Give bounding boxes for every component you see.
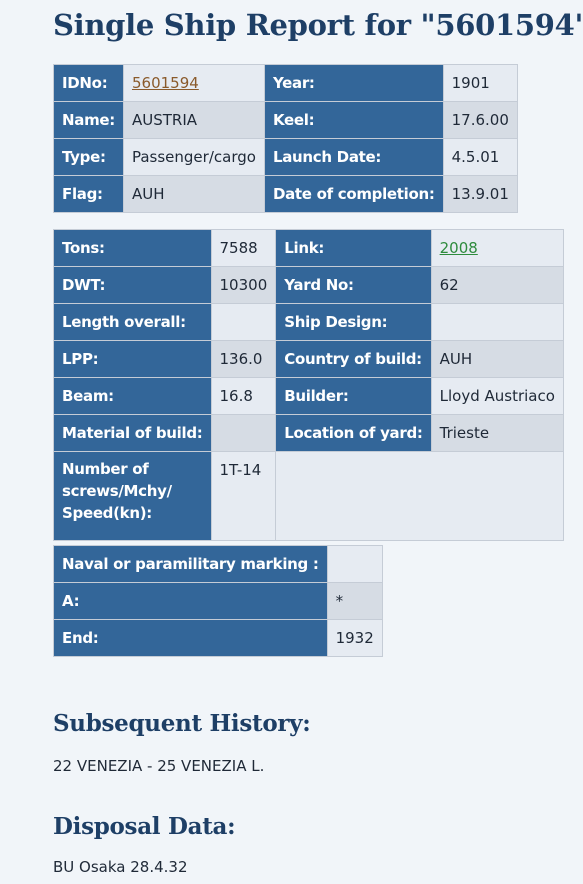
completion-date-value: 13.9.01 <box>442 175 518 213</box>
ship-design-value <box>430 303 564 341</box>
table-row: Length overall: Ship Design: <box>53 303 564 341</box>
country-of-build-value: AUH <box>430 340 564 378</box>
table-row: Tons: 7588 Link: 2008 <box>53 229 564 267</box>
year-label: Year: <box>263 64 444 102</box>
ship-dimensions-table: Tons: 7588 Link: 2008 DWT: 10300 Yard No… <box>53 229 564 541</box>
location-of-yard-label: Location of yard: <box>275 414 432 452</box>
location-of-yard-value: Trieste <box>430 414 564 452</box>
table-row: Beam: 16.8 Builder: Lloyd Austriaco <box>53 377 564 415</box>
table-row: Material of build: Location of yard: Tri… <box>53 414 564 452</box>
length-overall-value <box>210 303 277 341</box>
ship-design-label: Ship Design: <box>275 303 432 341</box>
material-value <box>210 414 277 452</box>
naval-marking-label: Naval or paramilitary marking : <box>53 545 328 583</box>
table-row: Type: Passenger/cargo Launch Date: 4.5.0… <box>53 138 518 176</box>
empty-cell <box>275 451 564 541</box>
table-row: Naval or paramilitary marking : <box>53 545 383 583</box>
tons-value: 7588 <box>210 229 277 267</box>
a-label: A: <box>53 582 328 620</box>
yard-no-label: Yard No: <box>275 266 432 304</box>
screws-value: 1T-14 <box>210 451 277 541</box>
link-2008[interactable]: 2008 <box>439 239 478 257</box>
dwt-label: DWT: <box>53 266 212 304</box>
type-label: Type: <box>53 138 124 176</box>
name-value: AUSTRIA <box>122 101 265 139</box>
flag-value: AUH <box>122 175 265 213</box>
table-row: IDNo: 5601594 Year: 1901 <box>53 64 518 102</box>
link-label: Link: <box>275 229 432 267</box>
naval-marking-value <box>326 545 383 583</box>
a-value: * <box>326 582 383 620</box>
table-row: Name: AUSTRIA Keel: 17.6.00 <box>53 101 518 139</box>
screws-label: Number of screws/Mchy/ Speed(kn): <box>53 451 212 541</box>
dwt-value: 10300 <box>210 266 277 304</box>
material-label: Material of build: <box>53 414 212 452</box>
length-overall-label: Length overall: <box>53 303 212 341</box>
table-row: Flag: AUH Date of completion: 13.9.01 <box>53 175 518 213</box>
yard-no-value: 62 <box>430 266 564 304</box>
beam-value: 16.8 <box>210 377 277 415</box>
launch-date-label: Launch Date: <box>263 138 444 176</box>
beam-label: Beam: <box>53 377 212 415</box>
table-row: LPP: 136.0 Country of build: AUH <box>53 340 564 378</box>
idno-value: 5601594 <box>122 64 265 102</box>
idno-label: IDNo: <box>53 64 124 102</box>
screws-label-line2: screws/Mchy/ <box>62 482 172 500</box>
subsequent-history-text: 22 VENEZIA - 25 VENEZIA L. <box>53 757 265 775</box>
idno-link[interactable]: 5601594 <box>131 74 199 92</box>
builder-value: Lloyd Austriaco <box>430 377 564 415</box>
ship-basic-table: IDNo: 5601594 Year: 1901 Name: AUSTRIA K… <box>53 64 518 213</box>
keel-label: Keel: <box>263 101 444 139</box>
screws-label-line3: Speed(kn): <box>62 504 152 522</box>
table-row: Number of screws/Mchy/ Speed(kn): 1T-14 <box>53 451 564 541</box>
lpp-label: LPP: <box>53 340 212 378</box>
screws-label-line1: Number of <box>62 460 149 478</box>
completion-date-label: Date of completion: <box>263 175 444 213</box>
flag-label: Flag: <box>53 175 124 213</box>
keel-value: 17.6.00 <box>442 101 518 139</box>
lpp-value: 136.0 <box>210 340 277 378</box>
country-of-build-label: Country of build: <box>275 340 432 378</box>
launch-date-value: 4.5.01 <box>442 138 518 176</box>
year-value: 1901 <box>442 64 518 102</box>
name-label: Name: <box>53 101 124 139</box>
subsequent-history-heading: Subsequent History: <box>53 710 311 737</box>
builder-label: Builder: <box>275 377 432 415</box>
table-row: End: 1932 <box>53 619 383 657</box>
table-row: DWT: 10300 Yard No: 62 <box>53 266 564 304</box>
disposal-data-text: BU Osaka 28.4.32 <box>53 858 188 876</box>
type-value: Passenger/cargo <box>122 138 265 176</box>
end-label: End: <box>53 619 328 657</box>
link-value: 2008 <box>430 229 564 267</box>
page-title: Single Ship Report for "5601594" <box>53 8 583 42</box>
end-value: 1932 <box>326 619 383 657</box>
table-row: A: * <box>53 582 383 620</box>
naval-marking-table: Naval or paramilitary marking : A: * End… <box>53 545 383 657</box>
tons-label: Tons: <box>53 229 212 267</box>
disposal-data-heading: Disposal Data: <box>53 813 236 840</box>
